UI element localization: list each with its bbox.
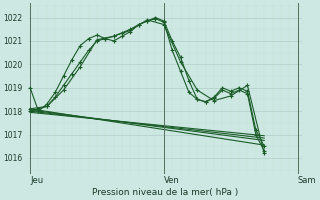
X-axis label: Pression niveau de la mer( hPa ): Pression niveau de la mer( hPa ) [92, 188, 238, 197]
